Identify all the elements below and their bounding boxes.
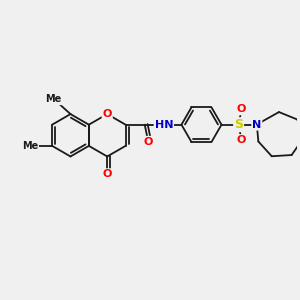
Text: O: O	[237, 135, 246, 145]
Text: O: O	[103, 109, 112, 119]
Text: O: O	[103, 169, 112, 179]
Text: O: O	[237, 104, 246, 114]
Text: N: N	[252, 120, 262, 130]
Text: HN: HN	[154, 120, 173, 130]
Text: Me: Me	[45, 94, 62, 104]
Text: Me: Me	[22, 141, 38, 151]
Text: S: S	[234, 118, 243, 131]
Text: O: O	[144, 137, 153, 147]
